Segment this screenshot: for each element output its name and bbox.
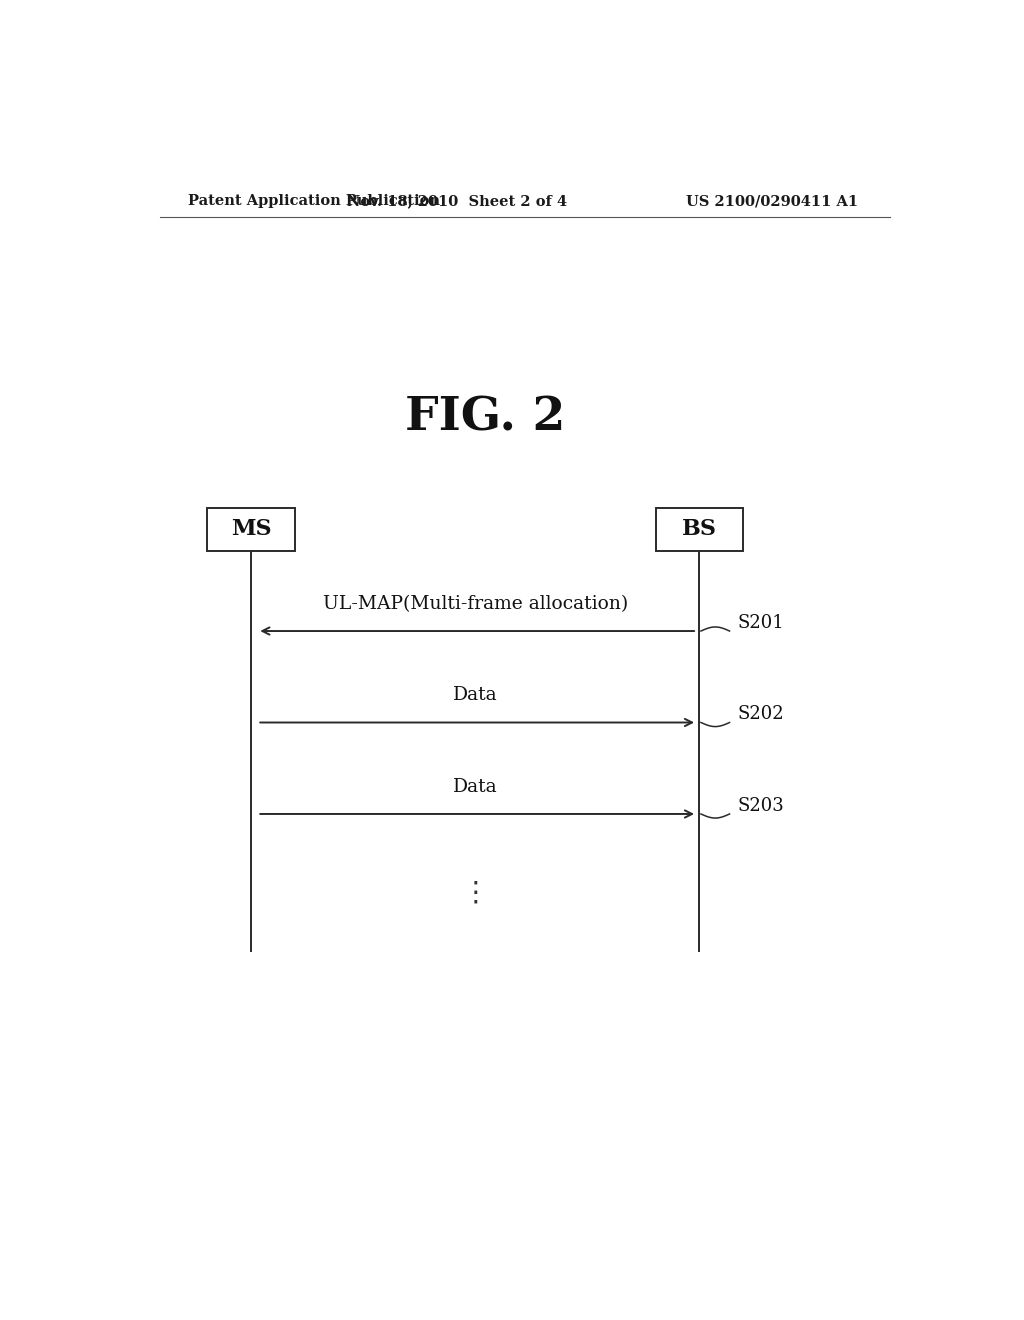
Text: US 2100/0290411 A1: US 2100/0290411 A1 (686, 194, 858, 209)
Text: S202: S202 (737, 705, 784, 723)
Text: MS: MS (230, 519, 271, 540)
Text: UL-MAP(Multi-frame allocation): UL-MAP(Multi-frame allocation) (323, 595, 628, 612)
Text: Data: Data (453, 777, 498, 796)
Text: Patent Application Publication: Patent Application Publication (187, 194, 439, 209)
FancyBboxPatch shape (655, 508, 743, 550)
Text: BS: BS (682, 519, 717, 540)
Text: FIG. 2: FIG. 2 (404, 395, 565, 441)
Text: ⋮: ⋮ (462, 878, 489, 907)
Text: Data: Data (453, 686, 498, 704)
FancyBboxPatch shape (207, 508, 295, 550)
Text: S201: S201 (737, 614, 784, 632)
Text: Nov. 18, 2010  Sheet 2 of 4: Nov. 18, 2010 Sheet 2 of 4 (347, 194, 567, 209)
Text: S203: S203 (737, 797, 784, 814)
